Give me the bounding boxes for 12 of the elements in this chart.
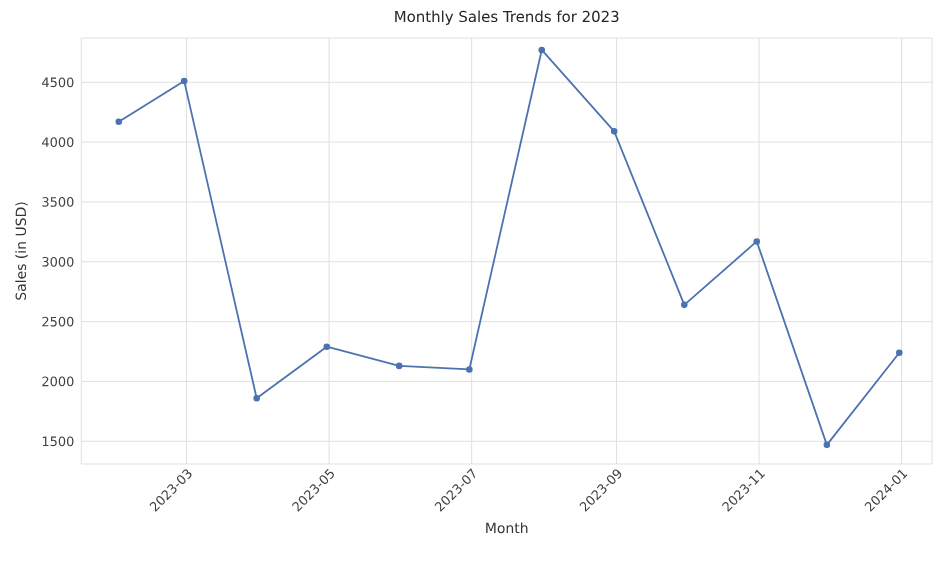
point <box>538 46 546 54</box>
point <box>610 128 618 135</box>
point <box>395 362 403 370</box>
point <box>681 301 688 309</box>
point <box>115 118 123 126</box>
point <box>823 441 831 449</box>
point <box>753 238 761 245</box>
point <box>323 343 331 351</box>
point <box>180 77 188 85</box>
point <box>466 366 473 373</box>
point <box>896 349 903 356</box>
point <box>253 394 260 402</box>
